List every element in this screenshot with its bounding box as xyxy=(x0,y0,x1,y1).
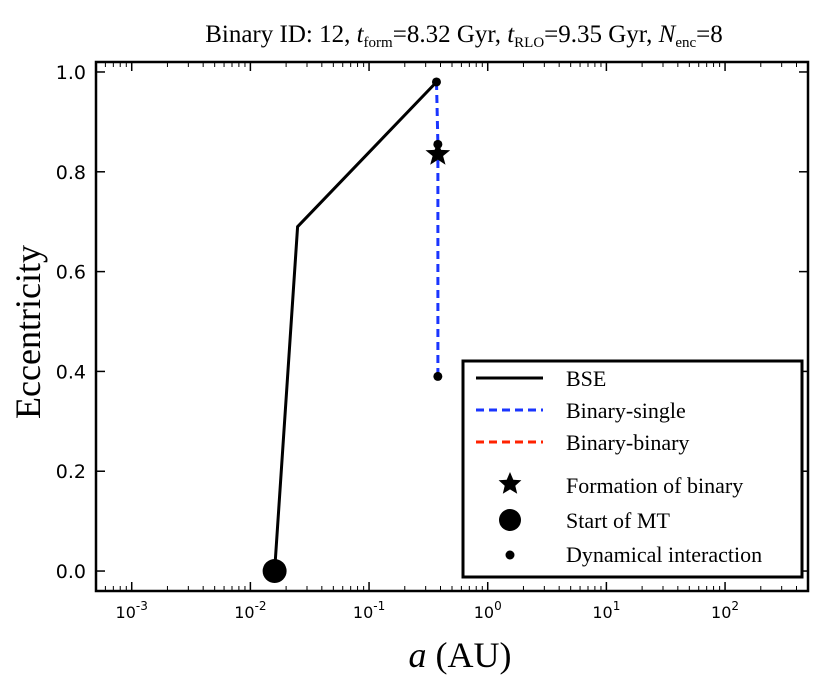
legend-start-mt-label: Start of MT xyxy=(566,508,670,533)
x-tick-exponent: 0 xyxy=(494,599,502,613)
legend-dynamical-label: Dynamical interaction xyxy=(566,542,762,567)
x-tick-exponent: 1 xyxy=(613,599,621,613)
x-tick-label: 10-2 xyxy=(234,599,266,622)
y-tick-label: 0.6 xyxy=(56,262,86,284)
x-tick-base: 10 xyxy=(592,603,612,622)
x-tick-label: 100 xyxy=(474,599,502,622)
y-tick-label: 0.0 xyxy=(56,561,86,583)
x-tick-label: 101 xyxy=(592,599,620,622)
legend-formation-label: Formation of binary xyxy=(566,473,743,498)
x-tick-base: 10 xyxy=(353,603,373,622)
series-binary-single xyxy=(435,81,440,377)
series-bse xyxy=(273,80,438,572)
x-tick-label: 102 xyxy=(711,599,739,622)
legend-binary-binary-label: Binary-binary xyxy=(566,430,689,455)
plot-frame xyxy=(94,60,810,593)
x-tick-label: 10-3 xyxy=(116,599,148,622)
x-tick-base: 10 xyxy=(711,603,731,622)
legend-binary-single-label: Binary-single xyxy=(566,398,686,423)
x-tick-exponent: -3 xyxy=(136,599,148,613)
y-tick-label: 0.2 xyxy=(56,461,86,483)
dynamical-interaction-marker xyxy=(431,77,441,87)
y-tick-label: 1.0 xyxy=(56,62,86,84)
x-tick-exponent: 2 xyxy=(731,599,739,613)
start-of-mt-marker xyxy=(262,559,287,584)
x-tick-base: 10 xyxy=(234,603,254,622)
x-tick-exponent: -2 xyxy=(255,599,267,613)
dynamical-interaction-marker xyxy=(433,371,443,381)
legend-box xyxy=(461,359,804,579)
y-axis-label: Eccentricity xyxy=(8,245,48,419)
legend-start-mt-circle xyxy=(499,509,521,531)
x-tick-base: 10 xyxy=(116,603,136,622)
y-tick-label: 0.8 xyxy=(56,162,86,184)
legend: BSE Binary-single Binary-binary Formatio… xyxy=(461,359,804,579)
legend-formation-star xyxy=(498,472,522,494)
legend-bse-label: BSE xyxy=(566,366,606,391)
legend-dynamical-dot xyxy=(505,550,515,560)
x-tick-base: 10 xyxy=(474,603,494,622)
x-axis-label: a (AU) xyxy=(409,635,512,675)
x-tick-exponent: -1 xyxy=(373,599,385,613)
y-tick-label: 0.4 xyxy=(56,361,86,383)
x-tick-label: 10-1 xyxy=(353,599,385,622)
formation-of-binary-star xyxy=(425,141,451,165)
chart-title: Binary ID: 12, tform=8.32 Gyr, tRLO=9.35… xyxy=(205,21,723,51)
